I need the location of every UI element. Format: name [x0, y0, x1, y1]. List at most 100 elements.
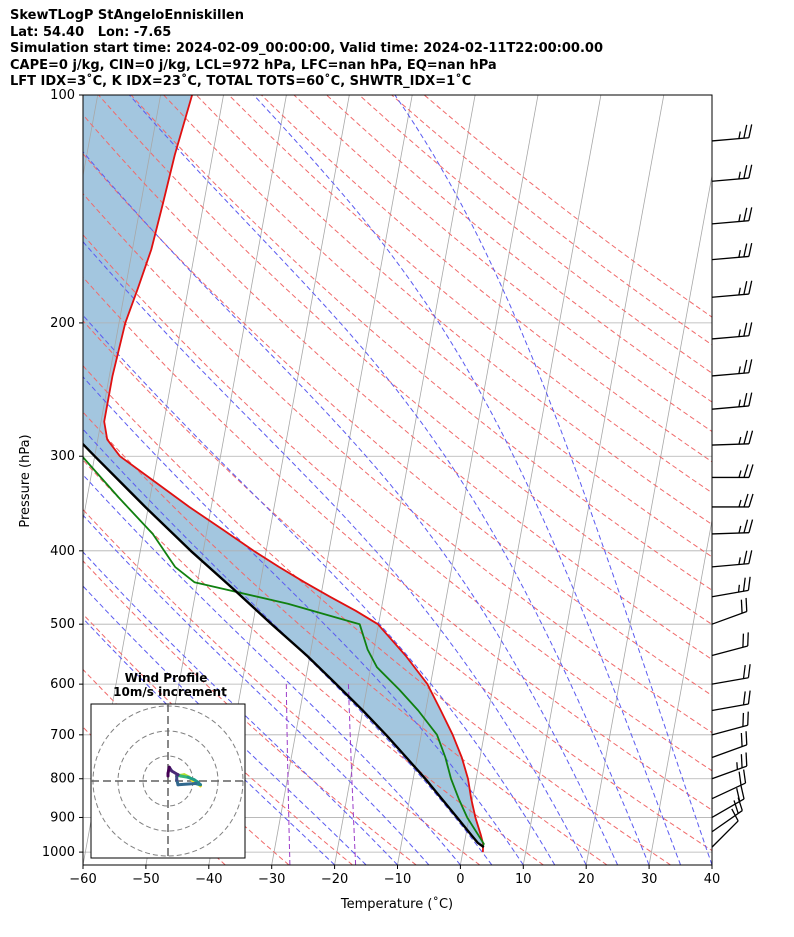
wind-barb-flag — [748, 493, 754, 508]
wind-barb-half-flag — [736, 762, 739, 770]
wind-barb-flag — [745, 752, 748, 767]
wind-barb-flag — [748, 430, 754, 444]
wind-barb-flag — [747, 576, 751, 591]
wind-barb-flag — [748, 207, 753, 221]
wind-barb-flag — [743, 769, 747, 784]
mixing-ratio-line — [347, 684, 357, 865]
wind-barb-flag — [747, 690, 751, 705]
moist-adiabat — [83, 551, 398, 865]
isotherm-line — [648, 518, 712, 865]
wind-barb-flag — [743, 281, 748, 295]
wind-barb-staff — [711, 820, 739, 848]
moist-adiabat — [83, 474, 461, 865]
mixing-ratio-line — [285, 684, 291, 865]
chart-title: SkewTLogP StAngeloEnniskillen — [10, 8, 244, 23]
wind-barb-flag — [742, 577, 746, 592]
wind-barb-flag — [740, 754, 743, 768]
wind-barb-half-flag — [738, 366, 741, 374]
wind-barb-staff — [711, 177, 749, 182]
wind-barb-flag — [738, 771, 742, 786]
wind-barb-half-flag — [738, 329, 741, 337]
hodograph-segment — [176, 782, 197, 787]
y-tick-label: 200 — [50, 316, 75, 331]
isotherm-line — [83, 95, 162, 523]
wind-barb-staff — [711, 724, 748, 736]
wind-barb-staff — [711, 744, 747, 759]
moist-adiabat — [129, 95, 650, 865]
wind-barb-flag — [733, 800, 739, 814]
wind-barb-flag — [748, 392, 753, 407]
y-tick-label: 600 — [50, 677, 75, 692]
stability-line: LFT IDX=3˚C, K IDX=23˚C, TOTAL TOTS=60˚C… — [10, 74, 472, 89]
wind-barb-flag — [745, 731, 748, 745]
dewpoint-profile — [83, 455, 485, 848]
wind-barb-staff — [711, 443, 750, 446]
wind-barb-flag — [748, 124, 753, 138]
wind-barb-half-flag — [738, 499, 742, 508]
wind-barb-flag — [740, 732, 743, 747]
wind-barb-flag — [743, 359, 748, 374]
wind-barb-flag — [743, 124, 748, 139]
wind-barb-flag — [748, 550, 753, 564]
dry-adiabat — [83, 276, 712, 811]
temperature-profile — [103, 95, 484, 853]
x-tick-label: 40 — [704, 872, 721, 887]
wind-barb-staff — [711, 610, 747, 625]
wind-barb-flag — [743, 430, 749, 445]
dry-adiabat — [163, 95, 712, 558]
x-tick-label: −30 — [258, 872, 285, 887]
dry-adiabat — [83, 192, 712, 734]
x-axis-label: Temperature (˚C) — [340, 896, 453, 912]
wind-barb-flag — [745, 597, 748, 612]
wind-barb-half-flag — [738, 399, 741, 407]
wind-barb-staff — [711, 335, 749, 340]
wind-barb-flag — [748, 164, 753, 179]
chart-header: SkewTLogP StAngeloEnniskillen Lat: 54.40… — [10, 8, 603, 91]
y-tick-label: 700 — [50, 728, 75, 743]
wind-barb-half-flag — [738, 250, 741, 258]
y-tick-label: 900 — [50, 810, 75, 825]
dry-adiabat — [83, 613, 353, 865]
wind-barb-flag — [748, 519, 754, 533]
parcel-area-shading — [83, 95, 484, 848]
wind-barb-flag — [743, 550, 748, 565]
wind-barb-half-flag — [737, 584, 740, 593]
isotherm-line — [271, 95, 413, 865]
wind-barb-staff — [711, 677, 749, 685]
wind-barb-staff — [711, 372, 749, 377]
wind-barb-flag — [743, 392, 748, 407]
wind-barb-half-flag — [738, 287, 741, 296]
wind-barb-flag — [748, 242, 753, 257]
dry-adiabat — [83, 320, 712, 852]
moist-adiabat — [83, 617, 335, 865]
wind-barb-staff — [711, 293, 749, 298]
indices-line: CAPE=0 j/kg, CIN=0 j/kg, LCL=972 hPa, LF… — [10, 57, 497, 73]
moist-adiabat — [83, 376, 524, 865]
dry-adiabat — [83, 411, 608, 865]
wind-barb-half-flag — [738, 525, 742, 534]
location-line: Lat: 54.40 Lon: -7.65 — [10, 24, 172, 40]
y-tick-label: 1000 — [42, 845, 75, 860]
moist-adiabat — [83, 428, 493, 865]
y-axis-label: Pressure (hPa) — [18, 434, 33, 527]
y-tick-label: 100 — [50, 88, 75, 103]
hodograph-subtitle: 10m/s increment — [113, 685, 227, 699]
wind-barb-half-flag — [738, 557, 741, 565]
wind-barb-flag — [740, 785, 745, 800]
moist-adiabat — [83, 314, 556, 865]
wind-barb-staff — [711, 782, 746, 800]
wind-barb-flag — [743, 207, 748, 222]
dry-adiabat — [83, 234, 712, 772]
wind-barb-staff — [711, 137, 749, 142]
wind-barb-flag — [742, 665, 746, 679]
wind-barb-flag — [736, 788, 741, 802]
wind-barb-half-flag — [738, 470, 742, 478]
wind-barb-flag — [748, 359, 753, 373]
moist-adiabat — [83, 240, 587, 865]
x-tick-label: −40 — [195, 872, 222, 887]
x-tick-label: −60 — [69, 872, 96, 887]
wind-barb-half-flag — [738, 131, 741, 139]
wind-barb-flag — [743, 165, 748, 179]
hodograph-title: Wind Profile — [125, 671, 208, 685]
